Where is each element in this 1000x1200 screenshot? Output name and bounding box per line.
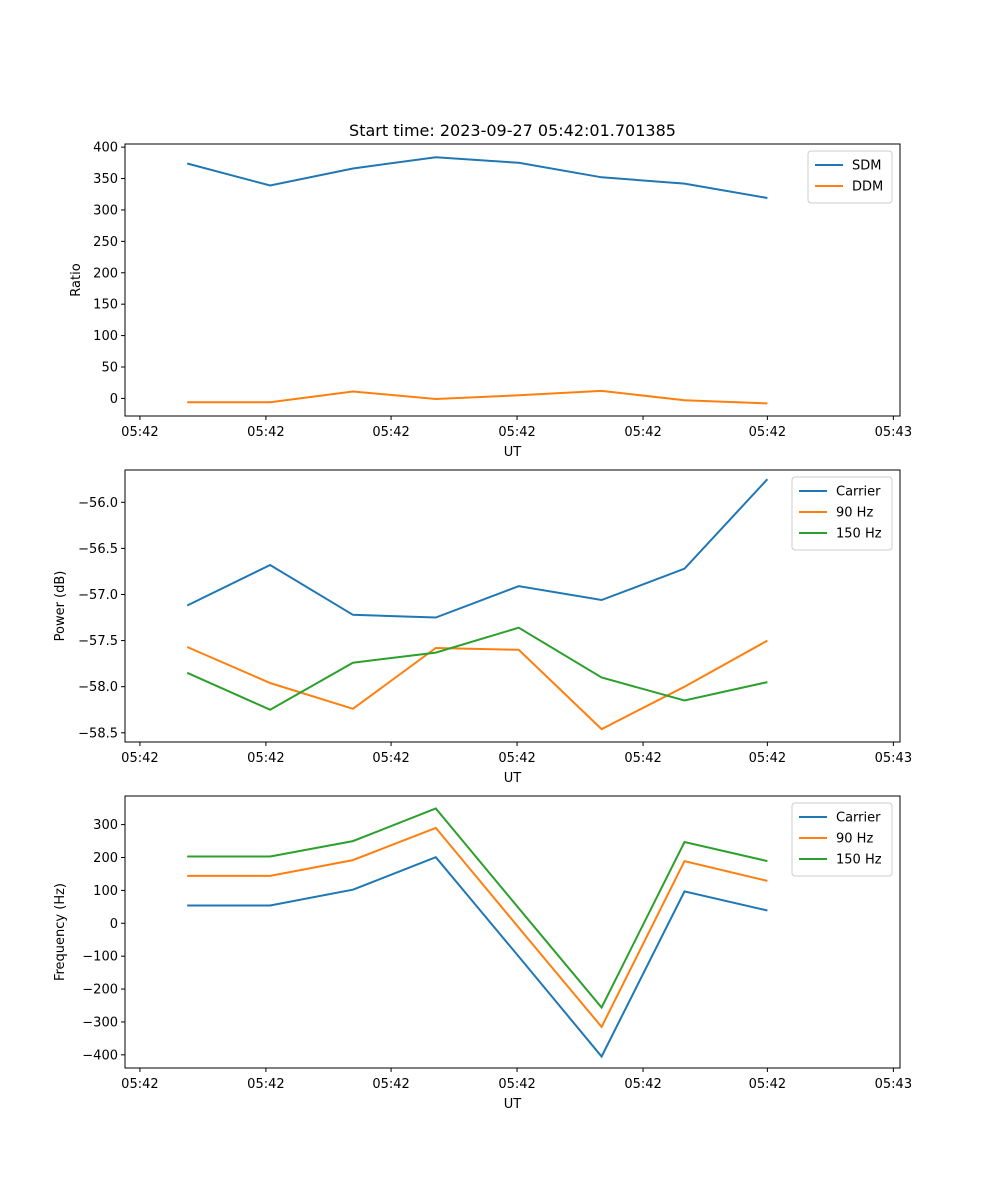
power-series-carrier-line (186, 478, 769, 619)
frequency-ytick-label: 300 (93, 818, 118, 833)
power-legend-label-90-hz: 90 Hz (836, 506, 873, 521)
ratio-ytick-label: 300 (93, 203, 118, 218)
power-xtick-label: 05:42 (121, 751, 158, 766)
power-axes-frame (124, 469, 901, 743)
ratio-legend-label-ddm: DDM (852, 180, 883, 195)
ratio-xtick-label: 05:42 (247, 425, 284, 440)
power-panel: −58.5 −58.0 −57.5 −57.0 −56.5 −56.0 05:42 05:42… (53, 469, 912, 786)
power-legend-box (791, 476, 893, 551)
frequency-ytick-label: −300 (82, 1015, 118, 1030)
frequency-series-90-hz-line (187, 826, 768, 1029)
frequency-xtick-label: 05:42 (498, 1077, 535, 1092)
power-xtick-label: 05:43 (875, 751, 912, 766)
frequency-ytick-label: 100 (93, 884, 118, 899)
power-xtick-label: 05:42 (749, 751, 786, 766)
power-legend-label-carrier: Carrier (836, 485, 881, 500)
power-ytick-label: −56.5 (78, 542, 118, 557)
frequency-xtick-label: 05:43 (875, 1077, 912, 1092)
ratio-ytick-label: 0 (110, 392, 118, 407)
power-xtick-label: 05:42 (498, 751, 535, 766)
frequency-ytick-label: 0 (110, 917, 118, 932)
frequency-ytick-label: −400 (82, 1048, 118, 1063)
ratio-ytick-label: 350 (93, 172, 118, 187)
ratio-axes-frame (124, 143, 901, 417)
ratio-ytick-label: 100 (93, 329, 118, 344)
frequency-axes-frame (124, 795, 901, 1069)
power-xtick-label: 05:42 (372, 751, 409, 766)
frequency-ytick-label: −100 (82, 950, 118, 965)
ratio-ytick-label: 400 (93, 141, 118, 156)
ratio-xtick-label: 05:42 (498, 425, 535, 440)
frequency-legend-label-carrier: Carrier (836, 811, 881, 826)
frequency-legend-label-150-hz: 150 Hz (836, 853, 882, 868)
power-xtick-label: 05:42 (624, 751, 661, 766)
power-series-150-hz-line (186, 626, 768, 711)
frequency-legend-box (791, 802, 893, 877)
ratio-xtick-label: 05:42 (749, 425, 786, 440)
frequency-series-150-hz-line (187, 807, 768, 1010)
ratio-x-axis-label: UT (504, 445, 522, 460)
frequency-y-axis-label: Frequency (Hz) (53, 883, 68, 981)
ratio-y-axis-label: Ratio (69, 263, 84, 296)
ratio-xtick-label: 05:42 (372, 425, 409, 440)
ratio-xtick-label: 05:42 (121, 425, 158, 440)
power-ytick-label: −56.0 (78, 496, 118, 511)
ratio-series-sdm-line (186, 156, 768, 199)
power-xtick-label: 05:42 (247, 751, 284, 766)
power-ytick-label: −58.5 (78, 726, 118, 741)
frequency-panel: −400 −300 −200 −100 0 100 200 300 05:42 05:42 05:4… (53, 795, 912, 1112)
power-ytick-label: −58.0 (78, 680, 118, 695)
frequency-ytick-label: −200 (82, 983, 118, 998)
frequency-ytick-label: 200 (93, 851, 118, 866)
ratio-ytick-label: 250 (93, 235, 118, 250)
ratio-ytick-label: 150 (93, 298, 118, 313)
ratio-panel: 0 50 100 150 200 250 300 350 400 05:42 05:42 05:42 0… (69, 141, 912, 460)
frequency-series-carrier-line (187, 856, 768, 1059)
frequency-legend: Carrier 90 Hz 150 Hz (791, 802, 893, 877)
ratio-xtick-label: 05:43 (875, 425, 912, 440)
power-x-axis-label: UT (504, 771, 522, 786)
frequency-legend-label-90-hz: 90 Hz (836, 832, 873, 847)
figure-title: Start time: 2023-09-27 05:42:01.701385 (349, 121, 676, 140)
power-ytick-label: −57.5 (78, 634, 118, 649)
frequency-xtick-label: 05:42 (247, 1077, 284, 1092)
ratio-ytick-label: 200 (93, 266, 118, 281)
ratio-legend: SDM DDM (807, 150, 893, 204)
frequency-x-axis-label: UT (504, 1097, 522, 1112)
frequency-xtick-label: 05:42 (749, 1077, 786, 1092)
power-legend-label-150-hz: 150 Hz (836, 527, 882, 542)
ratio-legend-label-sdm: SDM (852, 159, 881, 174)
power-y-axis-label: Power (dB) (53, 571, 68, 642)
ratio-series-ddm-line (187, 389, 768, 405)
frequency-xtick-label: 05:42 (121, 1077, 158, 1092)
power-legend: Carrier 90 Hz 150 Hz (791, 476, 893, 551)
power-series-90-hz-line (186, 639, 768, 731)
frequency-xtick-label: 05:42 (372, 1077, 409, 1092)
ratio-xtick-label: 05:42 (624, 425, 661, 440)
power-ytick-label: −57.0 (78, 588, 118, 603)
ratio-ytick-label: 50 (101, 361, 118, 376)
frequency-xtick-label: 05:42 (624, 1077, 661, 1092)
